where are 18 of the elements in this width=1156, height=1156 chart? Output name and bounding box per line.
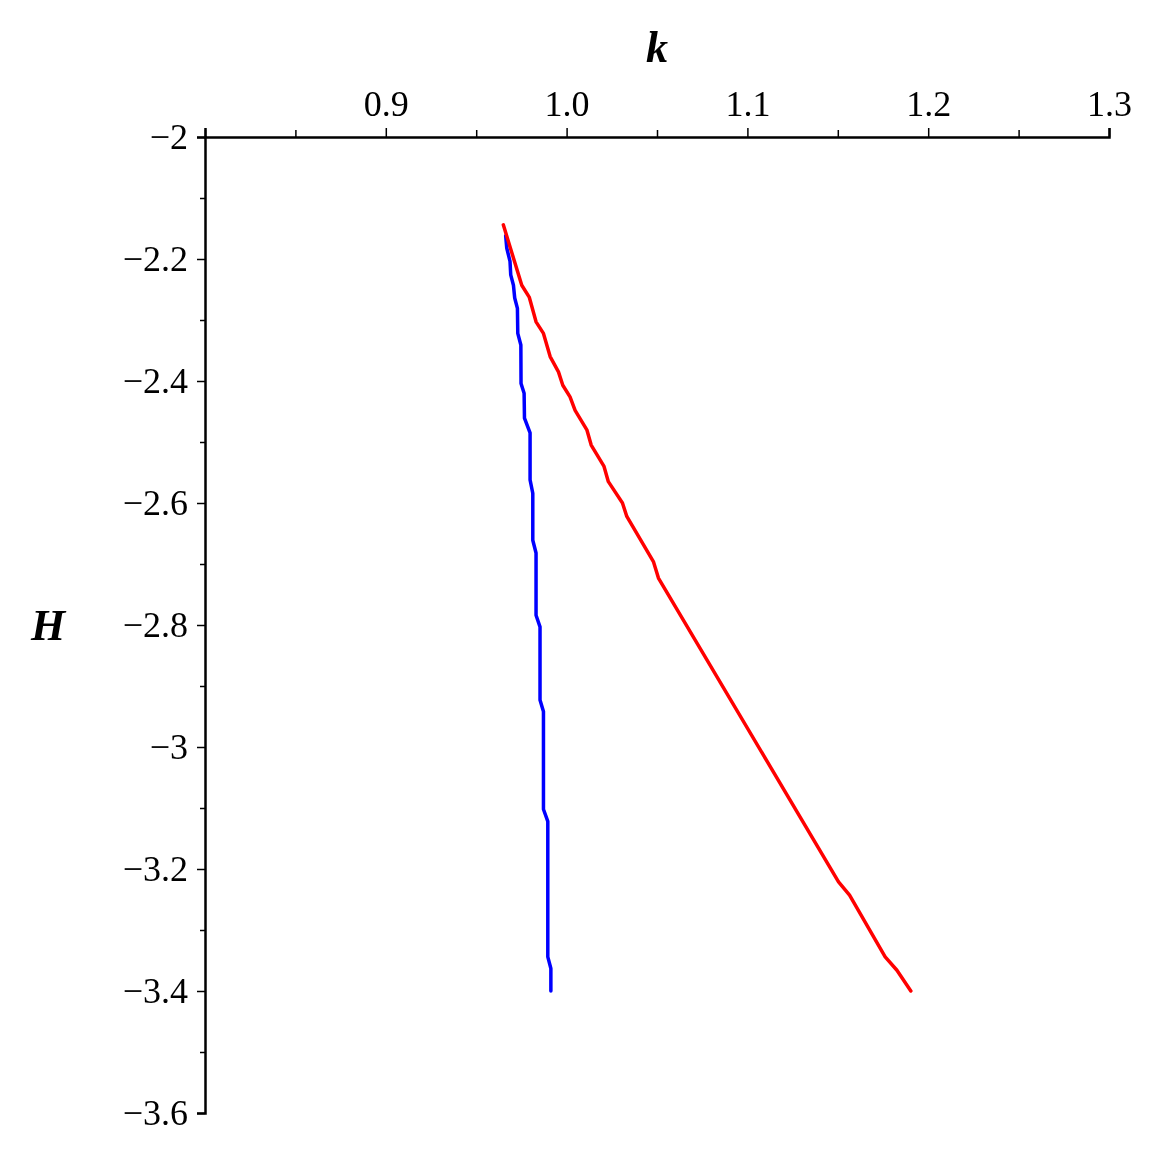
y-tick-label: −3 [149, 727, 188, 768]
x-axis-title: k [646, 23, 668, 72]
x-tick-label: 1.1 [725, 84, 771, 124]
y-tick-label: −2 [149, 117, 188, 158]
y-tick-label: −3.4 [122, 971, 188, 1012]
x-tick-label: 1.3 [1087, 84, 1132, 124]
x-tick-label: 0.9 [363, 84, 409, 124]
y-tick-label: −2.4 [122, 361, 188, 402]
y-tick-label: −3.6 [122, 1093, 188, 1134]
y-tick-label: −2.2 [122, 239, 188, 280]
y-tick-label: −2.8 [122, 605, 188, 646]
line-series [503, 234, 553, 993]
line-series [501, 223, 913, 993]
x-tick-label: 1.2 [906, 84, 952, 124]
x-tick-label: 1.0 [544, 84, 590, 124]
y-tick-label: −3.2 [122, 849, 188, 890]
y-tick-label: −2.6 [122, 483, 188, 524]
y-axis-title: H [29, 601, 67, 650]
